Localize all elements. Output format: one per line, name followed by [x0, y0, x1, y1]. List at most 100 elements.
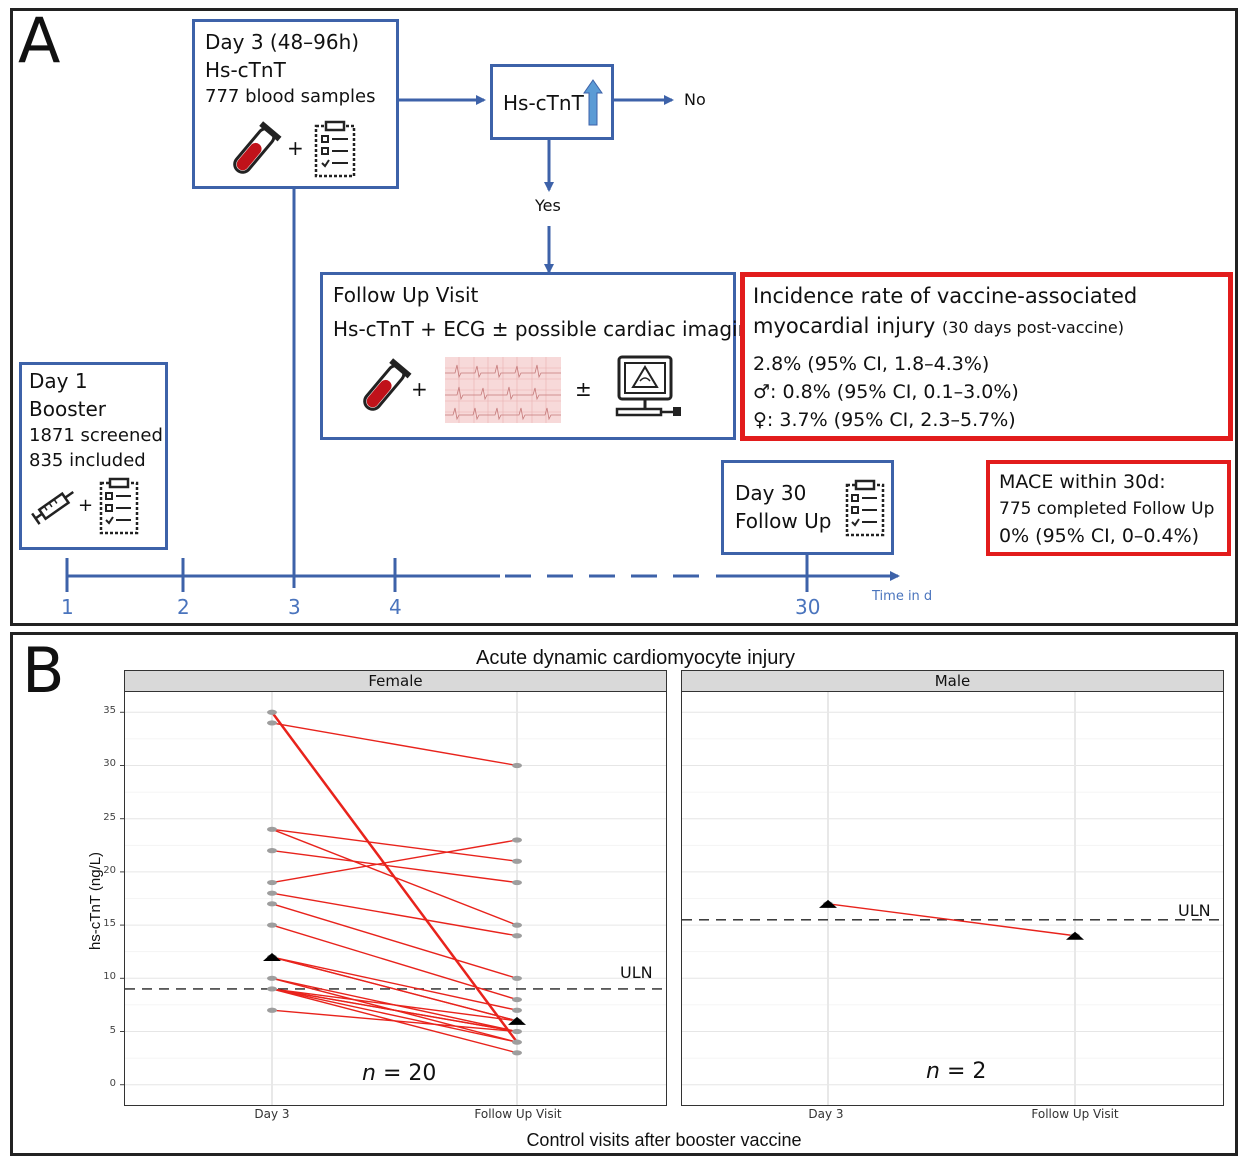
triangle-marker [1066, 931, 1084, 940]
timeline-label-30: 30 [795, 595, 821, 619]
checklist-icon [99, 477, 139, 535]
day3-title: Day 3 (48–96h) [205, 30, 360, 54]
series-line [271, 903, 518, 979]
data-point-day3 [267, 879, 277, 886]
x-tick-female-followup: Follow Up Visit [474, 1107, 562, 1121]
day1-included: 835 included [29, 450, 146, 471]
triangle-marker [819, 899, 837, 908]
y-tick-label: 20 [103, 864, 116, 876]
incidence-title-b-main: myocardial injury [753, 314, 936, 338]
x-tick-male-day3: Day 3 [808, 1107, 844, 1121]
y-tick-label: 30 [103, 758, 116, 770]
day3-marker: Hs-cTnT [205, 58, 286, 82]
data-point-followup [512, 1007, 522, 1013]
series-line [271, 956, 518, 1011]
panel-b-letter: B [22, 634, 65, 707]
timeline-axis-label: Time in d [872, 589, 933, 604]
uln-label-female: ULN [620, 963, 653, 982]
followup-visit-box: Follow Up Visit Hs-cTnT + ECG ± possible… [320, 272, 763, 440]
day1-booster: Booster [29, 397, 106, 421]
panel-a-connectors [65, 95, 900, 592]
timeline-label-1: 1 [61, 595, 74, 619]
series-line [271, 849, 518, 884]
mace-completed: 775 completed Follow Up [999, 499, 1215, 519]
y-tick-label: 10 [103, 971, 116, 983]
series-line [271, 988, 518, 1022]
incidence-male: ♂: 0.8% (95% CI, 0.1–3.0%) [753, 381, 1019, 404]
data-point-followup [512, 922, 522, 928]
incidence-overall: 2.8% (95% CI, 1.8–4.3%) [753, 353, 990, 375]
data-point-followup [512, 975, 522, 981]
y-tick-label: 5 [109, 1024, 116, 1036]
syringe-icon [31, 490, 74, 525]
incidence-title-a: Incidence rate of vaccine-associated [753, 284, 1138, 308]
n-label-female-count: = 20 [375, 1061, 437, 1086]
n-label-female-n: n [362, 1061, 376, 1086]
day1-box: Day 1 Booster 1871 screened 835 included… [19, 362, 168, 550]
day1-title: Day 1 [29, 369, 88, 393]
panel-a-letter: A [18, 4, 61, 77]
incidence-male-value: : 0.8% (95% CI, 0.1–3.0%) [770, 381, 1019, 403]
timeline-label-4: 4 [389, 595, 402, 619]
data-point-day3 [267, 826, 277, 832]
data-point-day3 [267, 975, 277, 981]
data-point-followup [512, 1028, 522, 1035]
ultrasound-monitor-icon [615, 355, 681, 417]
incidence-rate-box: Incidence rate of vaccine-associated myo… [740, 272, 1233, 441]
series-line [271, 956, 518, 1022]
series-line [271, 839, 518, 884]
y-tick-label: 25 [103, 811, 116, 823]
series-line [271, 722, 518, 767]
followup-tests: Hs-cTnT + ECG ± possible cardiac imaging [333, 317, 763, 341]
y-tick-label: 35 [103, 705, 116, 717]
incidence-title-b-small: (30 days post-vaccine) [942, 318, 1124, 337]
data-point-followup [512, 762, 522, 769]
checklist-icon [845, 479, 885, 537]
data-point-followup [512, 858, 522, 864]
no-label: No [684, 90, 706, 109]
incidence-female-value: : 3.7% (95% CI, 2.3–5.7%) [766, 409, 1016, 431]
n-label-male-n: n [926, 1059, 940, 1084]
yes-label: Yes [535, 196, 561, 215]
data-point-followup [512, 837, 522, 843]
n-label-male: n = 2 [926, 1059, 986, 1085]
data-point-followup [512, 996, 522, 1003]
followup-title: Follow Up Visit [333, 283, 479, 307]
n-label-female: n = 20 [362, 1061, 436, 1087]
series-line [271, 1009, 518, 1033]
checklist-icon [314, 120, 356, 178]
n-label-male-count: = 2 [939, 1059, 987, 1084]
series-line [271, 828, 518, 862]
male-symbol-icon: ♂ [753, 381, 771, 403]
data-point-day3 [267, 922, 277, 928]
female-symbol-icon: ♀ [753, 409, 767, 431]
data-point-day3 [267, 890, 277, 896]
mace-rate: 0% (95% CI, 0–0.4%) [999, 525, 1200, 547]
y-axis-label: hs-cTnT (ng/L) [87, 851, 104, 951]
x-tick-female-day3: Day 3 [254, 1107, 290, 1121]
day3-plus: + [287, 136, 304, 160]
data-point-day3 [267, 848, 277, 854]
blood-tube-icon [363, 358, 412, 411]
series-line [271, 892, 518, 937]
mace-box: MACE within 30d: 775 completed Follow Up… [986, 460, 1231, 556]
incidence-title-b: myocardial injury (30 days post-vaccine) [753, 314, 1124, 339]
y-tick-label: 0 [109, 1077, 116, 1089]
panel-a [10, 8, 1238, 626]
arrow-up-icon [583, 79, 603, 126]
panel-b [10, 632, 1238, 1156]
followup-pm: ± [575, 377, 592, 401]
series-line [271, 988, 518, 1043]
ecg-strip-icon [445, 357, 561, 423]
series-line [271, 988, 518, 1033]
series-line [271, 924, 518, 1001]
x-axis-label: Control visits after booster vaccine [526, 1130, 802, 1150]
day30-title: Day 30 [735, 481, 807, 505]
data-point-followup [512, 1039, 522, 1045]
y-tick-label: 15 [103, 918, 116, 930]
timeline-label-2: 2 [177, 595, 190, 619]
data-point-day3 [267, 709, 277, 715]
x-tick-male-followup: Follow Up Visit [1031, 1107, 1119, 1121]
data-point-followup [512, 1050, 522, 1056]
